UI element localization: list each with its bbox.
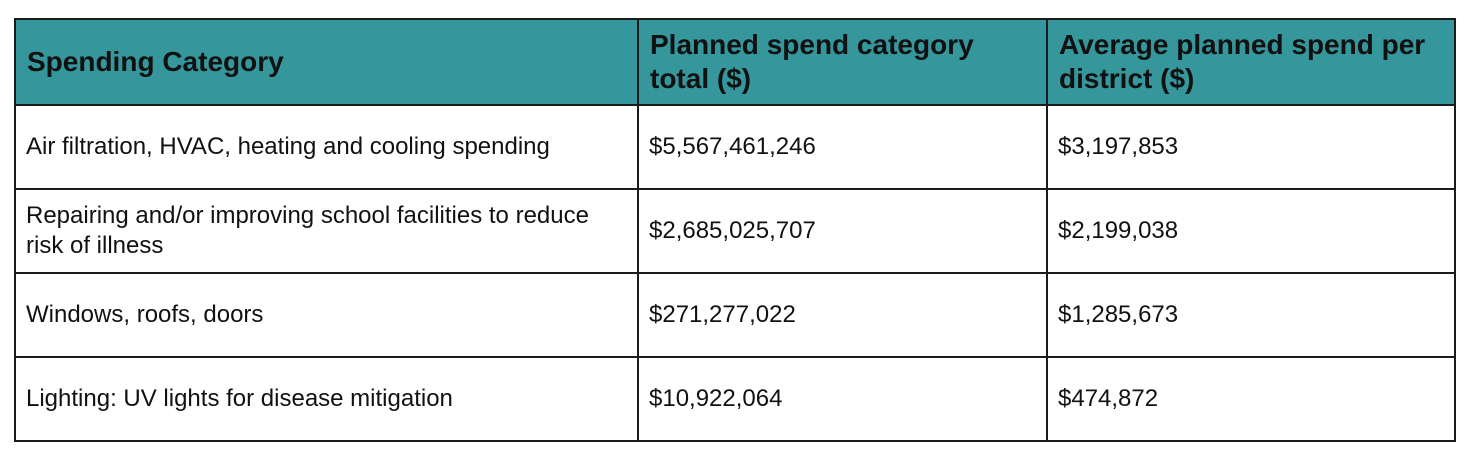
cell-total: $5,567,461,246 (637, 104, 1048, 190)
cell-total: $10,922,064 (637, 356, 1048, 442)
table-body: Air filtration, HVAC, heating and coolin… (14, 104, 1456, 442)
cell-total: $271,277,022 (637, 272, 1048, 358)
table-row: Air filtration, HVAC, heating and coolin… (14, 104, 1456, 190)
table-header: Spending Category Planned spend category… (14, 18, 1456, 106)
header-spending-category: Spending Category (14, 18, 639, 106)
cell-category: Windows, roofs, doors (14, 272, 639, 358)
spending-table: Spending Category Planned spend category… (14, 18, 1456, 442)
table-row: Repairing and/or improving school facili… (14, 188, 1456, 274)
cell-average: $2,199,038 (1046, 188, 1456, 274)
table-row: Lighting: UV lights for disease mitigati… (14, 356, 1456, 442)
cell-category: Air filtration, HVAC, heating and coolin… (14, 104, 639, 190)
cell-average: $1,285,673 (1046, 272, 1456, 358)
header-average-planned-spend: Average planned spend per district ($) (1046, 18, 1456, 106)
cell-category: Repairing and/or improving school facili… (14, 188, 639, 274)
header-row: Spending Category Planned spend category… (14, 18, 1456, 106)
spending-table-container: Spending Category Planned spend category… (14, 18, 1456, 442)
cell-average: $474,872 (1046, 356, 1456, 442)
cell-category: Lighting: UV lights for disease mitigati… (14, 356, 639, 442)
table-row: Windows, roofs, doors $271,277,022 $1,28… (14, 272, 1456, 358)
cell-total: $2,685,025,707 (637, 188, 1048, 274)
cell-average: $3,197,853 (1046, 104, 1456, 190)
header-planned-spend-total: Planned spend category total ($) (637, 18, 1048, 106)
